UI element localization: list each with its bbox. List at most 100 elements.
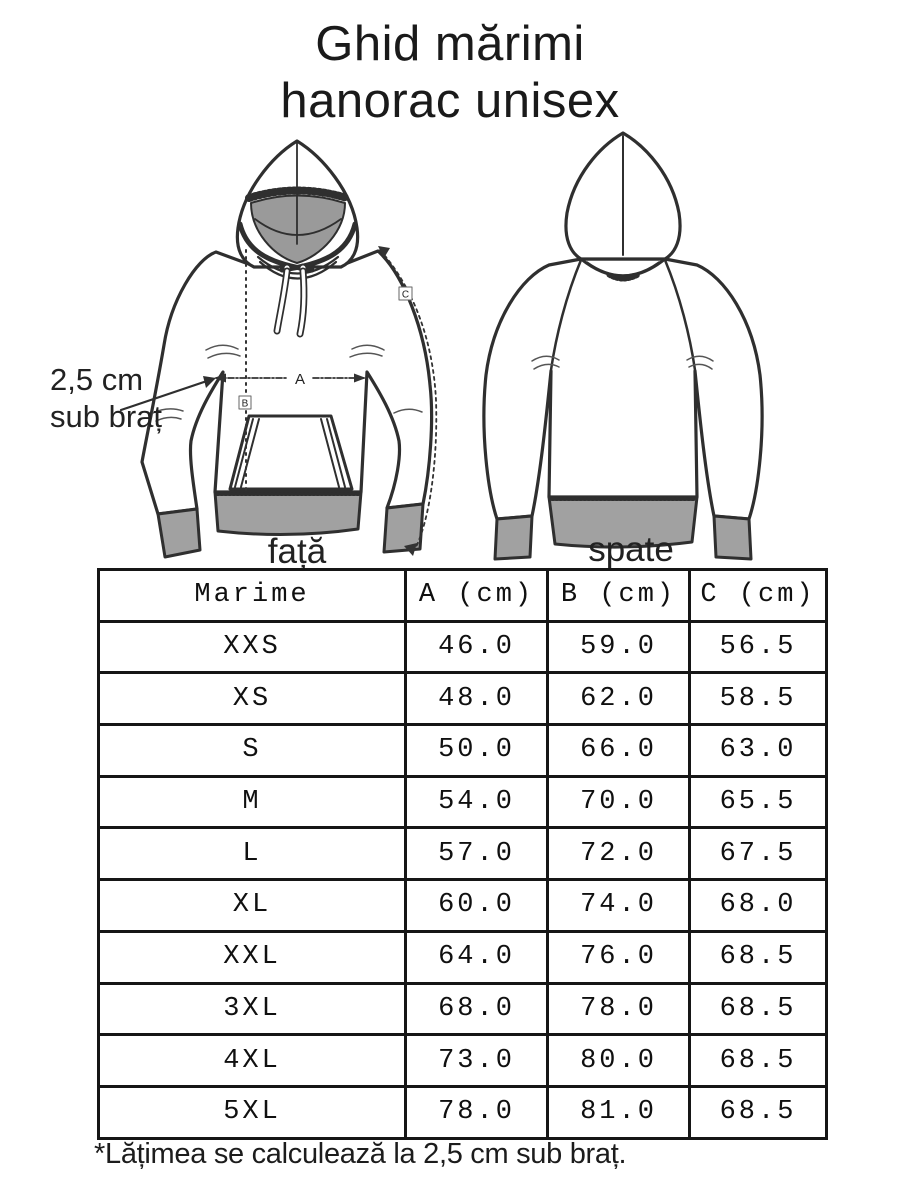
measure-b-label: B: [242, 399, 249, 410]
measurement-cell: 64.0: [404, 929, 549, 985]
table-row: L 57.0 72.0 67.5: [97, 826, 828, 882]
measure-c-label: C: [402, 290, 409, 301]
size-table-body: XXS 46.0 59.0 56.5 XS 48.0 62.0 58.5 S 50.0 66.0 63…: [97, 619, 828, 1140]
measurement-cell: 78.0: [404, 1084, 549, 1140]
size-name-cell: 3XL: [97, 981, 407, 1037]
table-row: M 54.0 70.0 65.5: [97, 774, 828, 830]
measurement-cell: 73.0: [404, 1033, 549, 1088]
back-right-cuff: [712, 514, 753, 561]
back-shoulder-seams: [549, 258, 697, 372]
measurement-cell: 68.5: [688, 1033, 828, 1088]
annotation-line1: 2,5 cm: [50, 362, 143, 397]
measurement-cell: 78.0: [546, 981, 691, 1037]
table-row: XXL 64.0 76.0 68.5: [97, 929, 828, 985]
table-row: XS 48.0 62.0 58.5: [97, 671, 828, 727]
header-b: B (cm): [546, 568, 691, 623]
page-title-line1: Ghid mărimi: [315, 17, 585, 71]
underarm-pointer-line: [119, 379, 209, 412]
table-row: 4XL 73.0 80.0 68.5: [97, 1033, 828, 1088]
size-name-cell: XXS: [97, 619, 407, 675]
measure-a-label: A: [295, 371, 305, 388]
back-collar: [579, 257, 667, 278]
measurement-cell: 74.0: [546, 878, 691, 933]
measure-c-arrow-top: [378, 246, 390, 258]
measurement-cell: 76.0: [546, 929, 691, 985]
measure-c-arrow-bottom: [404, 543, 417, 556]
back-view-label: spate: [588, 530, 674, 569]
measurement-cell: 67.5: [688, 826, 828, 882]
measurement-cell: 81.0: [546, 1084, 691, 1140]
table-row: 5XL 78.0 81.0 68.5: [97, 1084, 828, 1140]
annotation-line2: sub braț: [50, 399, 162, 434]
pocket-opening-left: [234, 418, 260, 488]
measurement-cell: 68.5: [688, 1084, 828, 1140]
measurement-cell: 62.0: [546, 671, 691, 727]
measurement-cell: 68.0: [404, 981, 549, 1037]
front-right-cuff: [382, 502, 425, 554]
drawstring-right: [298, 269, 306, 336]
table-row: XL 60.0 74.0 68.0: [97, 878, 828, 933]
size-name-cell: 4XL: [97, 1033, 407, 1088]
front-wrinkles: [152, 344, 423, 422]
page-title: Ghid mărimi hanorac unisex: [0, 16, 900, 131]
page-title-line2: hanorac unisex: [280, 74, 620, 129]
measurement-marks: B A C: [119, 246, 438, 556]
measurement-cell: 68.5: [688, 981, 828, 1037]
front-collar: [256, 255, 340, 280]
measure-c-box: [398, 286, 413, 301]
footnote: *Lățimea se calculează la 2,5 cm sub bra…: [94, 1138, 627, 1170]
measurement-cell: 48.0: [404, 671, 549, 727]
measurement-cell: 56.5: [688, 619, 828, 675]
measure-b-box: [238, 395, 252, 410]
front-left-cuff: [156, 507, 202, 559]
measurement-cell: 70.0: [546, 774, 691, 830]
measurement-cell: 80.0: [546, 1033, 691, 1088]
back-wrinkles: [531, 355, 714, 370]
size-name-cell: M: [97, 774, 407, 830]
back-left-cuff: [493, 514, 534, 561]
measurement-cell: 63.0: [688, 723, 828, 778]
header-a: A (cm): [404, 568, 549, 623]
measurement-cell: 65.5: [688, 774, 828, 830]
measurement-cell: 60.0: [404, 878, 549, 933]
table-row: XXS 46.0 59.0 56.5: [97, 619, 828, 675]
table-row: S 50.0 66.0 63.0: [97, 723, 828, 778]
table-row: 3XL 68.0 78.0 68.5: [97, 981, 828, 1037]
front-view-label: față: [268, 532, 327, 571]
front-waistband: [213, 490, 363, 537]
pocket-opening-right: [320, 418, 346, 488]
back-waistband: [547, 495, 699, 549]
size-table: Marime A (cm) B (cm) C (cm) XXS 46.0 59.0 5…: [97, 568, 828, 1140]
measurement-cell: 72.0: [546, 826, 691, 882]
back-body: [482, 257, 764, 521]
measurement-cell: 57.0: [404, 826, 549, 882]
measure-c-curve: [379, 249, 438, 550]
size-name-cell: XXL: [97, 929, 407, 985]
front-body: [140, 249, 434, 516]
underarm-pointer-arrow: [203, 376, 216, 388]
size-name-cell: XL: [97, 878, 407, 933]
measure-a-arrow-right: [354, 373, 366, 383]
measure-a-arrow-left: [214, 373, 226, 383]
hood-rib-trim: [245, 186, 351, 202]
table-header-row: Marime A (cm) B (cm) C (cm): [97, 568, 828, 623]
size-name-cell: L: [97, 826, 407, 882]
kangaroo-pocket: [228, 414, 354, 491]
size-name-cell: 5XL: [97, 1084, 407, 1140]
drawstring-left: [275, 269, 289, 333]
measurement-cell: 58.5: [688, 671, 828, 727]
measurement-cell: 68.0: [688, 878, 828, 933]
size-name-cell: XS: [97, 671, 407, 727]
measurement-cell: 68.5: [688, 929, 828, 985]
measurement-cell: 50.0: [404, 723, 549, 778]
front-hoodie-drawing: [140, 139, 434, 559]
header-c: C (cm): [688, 568, 828, 623]
back-collar-inner: [586, 261, 660, 276]
hoodie-diagram: B A C: [50, 131, 764, 571]
measurement-cell: 66.0: [546, 723, 691, 778]
header-size: Marime: [97, 568, 407, 623]
measurement-cell: 59.0: [546, 619, 691, 675]
back-hoodie-drawing: [482, 131, 764, 561]
measurement-cell: 54.0: [404, 774, 549, 830]
